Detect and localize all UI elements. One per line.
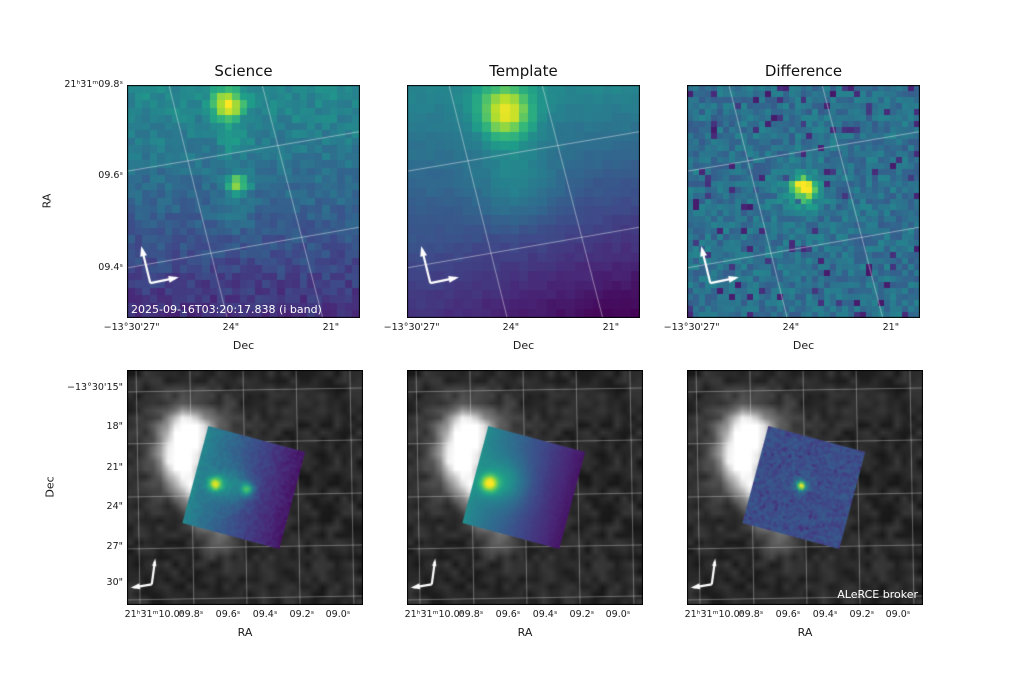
science-stamp-image [127,85,360,318]
template-context-image [407,370,643,605]
bottom-row-xlabel: RA [237,626,253,639]
y-tick-label: 18" [106,421,123,433]
bottom-row-ylabel: Dec [43,476,57,498]
x-tick-label: 21ʰ31ᵐ10.0ˢ [124,609,184,620]
y-tick-label: 24" [106,501,123,512]
y-tick-label: 27" [106,540,123,552]
top-row-ylabel: RA [40,193,54,209]
x-tick-label: 09.4ˢ [532,609,558,620]
x-tick-label: 21" [882,322,900,333]
x-tick-label: 09.4ˢ [252,609,278,620]
template-stamp-image [407,85,640,318]
top-row-xlabel: Dec [512,339,535,352]
y-tick-label: 21ʰ31ᵐ09.8ˢ [64,79,123,90]
top-row-xlabel: Dec [232,339,255,352]
x-tick-label: 09.0ˢ [605,609,631,620]
x-tick-label: 09.6ˢ [495,609,521,620]
x-tick-label: −13°30'27" [103,322,160,333]
bottom-row-xlabel: RA [517,626,533,639]
x-tick-label: 09.0ˢ [325,609,351,620]
science-title: Science [214,62,273,80]
bottom-row-xlabel: RA [797,626,813,639]
difference-stamp-panel [687,85,920,318]
x-tick-label: 24" [222,322,240,333]
difference-context-panel: ALeRCE broker [687,370,923,605]
x-tick-label: 09.6ˢ [215,609,241,620]
x-tick-label: 09.8ˢ [738,609,764,620]
x-tick-label: 21ʰ31ᵐ10.0ˢ [404,609,464,620]
template-title: Template [489,62,558,80]
science-stamp-panel: 2025-09-16T03:20:17.838 (i band) [127,85,360,318]
broker-credit: ALeRCE broker [837,588,918,601]
top-row-xlabel: Dec [792,339,815,352]
x-tick-label: 09.8ˢ [178,609,204,620]
observation-timestamp: 2025-09-16T03:20:17.838 (i band) [131,303,322,316]
x-tick-label: −13°30'27" [383,322,440,333]
x-tick-label: 09.8ˢ [458,609,484,620]
x-tick-label: 09.2ˢ [289,609,315,620]
x-tick-label: 09.2ˢ [849,609,875,620]
y-tick-label: 30" [106,576,123,588]
y-tick-label: 09.4ˢ [98,261,123,273]
difference-stamp-image [687,85,920,318]
x-tick-label: 21" [322,322,340,333]
x-tick-label: 09.0ˢ [885,609,911,620]
template-stamp-panel [407,85,640,318]
science-context-panel [127,370,363,605]
x-tick-label: 24" [502,322,520,333]
y-tick-label: −13°30'15" [67,382,123,394]
science-context-image [127,370,363,605]
difference-context-image [687,370,923,605]
x-tick-label: 09.4ˢ [812,609,838,620]
template-context-panel [407,370,643,605]
difference-title: Difference [764,62,843,80]
y-tick-label: 21" [106,461,123,473]
x-tick-label: 21ʰ31ᵐ10.0ˢ [684,609,744,620]
x-tick-label: 21" [602,322,620,333]
x-tick-label: 09.2ˢ [569,609,595,620]
x-tick-label: −13°30'27" [663,322,720,333]
x-tick-label: 09.6ˢ [775,609,801,620]
y-tick-label: 09.6ˢ [98,169,123,181]
x-tick-label: 24" [782,322,800,333]
